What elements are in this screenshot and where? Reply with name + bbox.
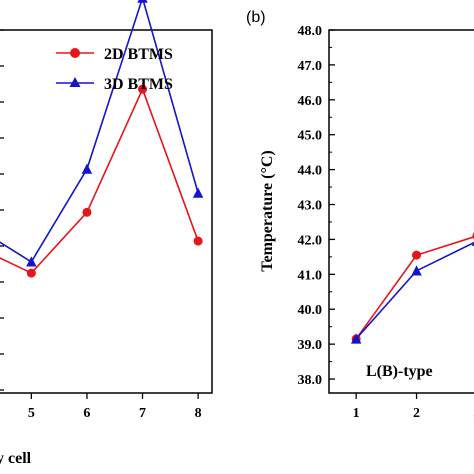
right-y-tick-label: 39.0	[298, 338, 323, 353]
left-point-3d	[81, 163, 93, 174]
right-y-tick-label: 46.0	[298, 94, 323, 109]
right-y-tick-label: 48.0	[298, 24, 323, 39]
left-point-2d	[26, 268, 36, 278]
panel-label-b: (b)	[246, 9, 266, 26]
right-y-axis-label: Temperature (°C)	[259, 150, 276, 271]
left-point-2d	[82, 207, 92, 217]
left-y-ticks	[0, 29, 4, 391]
right-point-3d	[471, 241, 474, 246]
left-series	[0, 0, 204, 278]
right-y-tick-label: 45.0	[298, 129, 323, 144]
right-plot-frame	[328, 29, 474, 394]
legend-entry-2d: 2D BTMS	[56, 46, 173, 63]
legend-marker-3d	[69, 77, 81, 87]
left-point-2d	[138, 84, 148, 94]
legend-entry-3d: 3D BTMS	[56, 76, 173, 93]
right-point-3d	[350, 333, 362, 344]
left-x-tick-label: 6	[83, 406, 90, 421]
left-x-tick-label: 5	[28, 406, 35, 421]
right-point-3d	[411, 265, 422, 276]
right-y-tick-label: 40.0	[298, 303, 323, 318]
left-point-3d	[137, 0, 148, 3]
right-y-ticks: 38.0 39.0 40.0 41.0 42.0 43.0 44.0 45.0 46.0 47.0…	[298, 24, 335, 388]
left-point-3d	[192, 187, 204, 198]
legend-marker-2d	[70, 48, 80, 58]
right-y-tick-label: 44.0	[298, 164, 323, 179]
left-point-3d	[26, 256, 37, 267]
left-plot-frame	[0, 29, 213, 394]
right-y-tick-label: 42.0	[298, 233, 323, 248]
right-y-tick-label: 38.0	[298, 373, 323, 388]
left-x-axis-label: y cell	[0, 450, 32, 467]
right-y-tick-label: 41.0	[298, 268, 323, 283]
right-x-tick-label: 1	[353, 406, 360, 421]
left-series-line-2d	[0, 87, 199, 275]
right-series	[350, 232, 474, 344]
right-point-2d	[412, 250, 422, 260]
legend: 2D BTMS 3D BTMS	[56, 46, 173, 93]
left-x-ticks: 5 6 7 8	[28, 393, 202, 421]
left-x-tick-label: 7	[139, 406, 146, 421]
left-panel: 5 6 7 8 y cell 2D BTMS 3D BTMS	[0, 0, 213, 467]
legend-label-2d: 2D BTMS	[104, 46, 173, 63]
left-point-2d	[193, 236, 203, 246]
left-series-line-3d	[0, 0, 199, 263]
right-y-tick-label: 47.0	[298, 59, 323, 74]
left-x-tick-label: 8	[195, 406, 202, 421]
right-x-tick-label: 2	[413, 406, 420, 421]
right-x-ticks: 123	[353, 393, 474, 421]
right-y-tick-label: 43.0	[298, 199, 323, 214]
annotation-lb-type: L(B)-type	[366, 363, 433, 380]
right-panel: (b) 38.0 39.0 40.0 41.0 42.0 43.0 44.0 45.0 46.0…	[246, 9, 474, 421]
legend-label-3d: 3D BTMS	[104, 76, 173, 93]
